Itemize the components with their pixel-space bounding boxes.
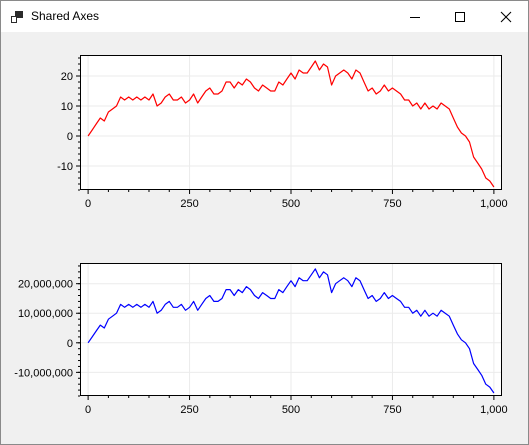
y-tick-label: 0 <box>67 131 73 143</box>
y-tick-label: 10 <box>61 101 73 113</box>
series-line <box>87 268 495 394</box>
x-tick-label: 750 <box>383 404 401 416</box>
app-icon <box>11 11 23 23</box>
bottom-chart[interactable]: 0 250 500 750 1,000 -10,000,000 0 10,000,000 20,… <box>1 228 528 428</box>
top-chart[interactable]: 0 250 500 750 1,000 -10 0 10 20 <box>1 32 528 228</box>
x-tick-label: 250 <box>180 198 198 210</box>
close-button[interactable] <box>483 1 528 32</box>
close-icon <box>500 11 511 22</box>
minimize-icon <box>409 16 420 18</box>
plot-frame <box>80 55 502 190</box>
title-bar[interactable]: Shared Axes <box>1 1 528 32</box>
minimize-button[interactable] <box>392 1 437 32</box>
y-tick-label: -10 <box>57 161 73 173</box>
window-title: Shared Axes <box>31 9 100 23</box>
y-tick-label: 20 <box>61 71 73 83</box>
y-tick-label: 10,000,000 <box>18 308 73 320</box>
x-tick-label: 1,000 <box>480 404 508 416</box>
y-tick-label: 0 <box>67 338 73 350</box>
client-area: 0 250 500 750 1,000 -10 0 10 20 0 250 500 750 1,000 -… <box>1 32 528 444</box>
y-tick-label: 20,000,000 <box>18 279 73 291</box>
x-tick-label: 500 <box>282 404 300 416</box>
plot-frame <box>80 263 502 396</box>
x-tick-label: 0 <box>85 404 91 416</box>
x-tick-label: 0 <box>85 198 91 210</box>
maximize-button[interactable] <box>437 1 482 32</box>
x-tick-label: 1,000 <box>480 198 508 210</box>
x-tick-label: 750 <box>383 198 401 210</box>
maximize-icon <box>454 11 465 22</box>
x-tick-label: 250 <box>180 404 198 416</box>
y-tick-label: -10,000,000 <box>14 367 73 379</box>
x-tick-label: 500 <box>282 198 300 210</box>
series-line <box>87 60 495 188</box>
